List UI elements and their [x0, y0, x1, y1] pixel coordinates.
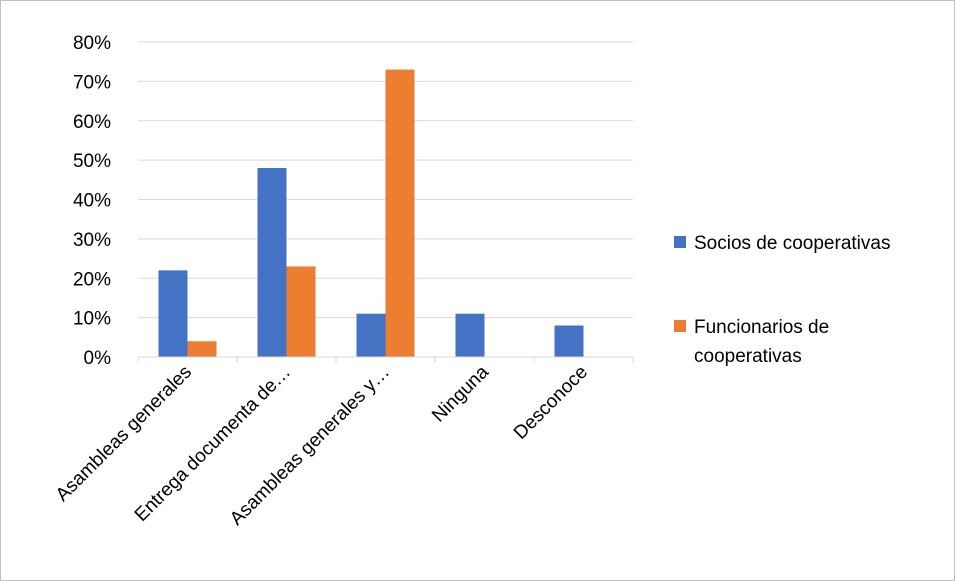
y-tick-label: 10% — [73, 309, 111, 330]
bar-funcionarios — [385, 69, 415, 357]
legend-swatch-funcionarios — [674, 320, 686, 332]
bars — [158, 69, 584, 357]
y-tick-label: 40% — [73, 191, 111, 212]
bar-socios — [554, 325, 584, 357]
y-tick-label: 50% — [73, 151, 111, 172]
y-tick-label: 30% — [73, 230, 111, 251]
bar-funcionarios — [187, 341, 217, 357]
bar-socios — [257, 168, 287, 357]
bar-socios — [455, 313, 485, 357]
x-axis — [137, 356, 634, 363]
y-tick-label: 20% — [73, 269, 111, 290]
legend-label-socios: Socios de cooperativas — [694, 233, 890, 254]
legend: Socios de cooperativas Funcionarios de coo… — [674, 233, 890, 367]
legend-swatch-socios — [674, 236, 686, 248]
y-tick-label: 70% — [73, 72, 111, 93]
y-tick-label: 60% — [73, 112, 111, 133]
x-category-label: Desconoce — [510, 362, 592, 444]
y-tick-label: 80% — [73, 33, 111, 54]
bar-funcionarios — [286, 266, 316, 357]
y-tick-label: 0% — [84, 348, 112, 369]
y-axis-tick-labels: 0% 10% 20% 30% 40% 50% 60% 70% 80% — [73, 33, 111, 369]
legend-label-funcionarios: cooperativas — [694, 346, 802, 367]
x-category-label: Ninguna — [428, 361, 493, 426]
bar-socios — [158, 270, 188, 357]
legend-label-funcionarios: Funcionarios de — [694, 317, 829, 338]
bar-socios — [356, 313, 386, 357]
x-category-label: Asambleas generales y… — [226, 362, 394, 530]
